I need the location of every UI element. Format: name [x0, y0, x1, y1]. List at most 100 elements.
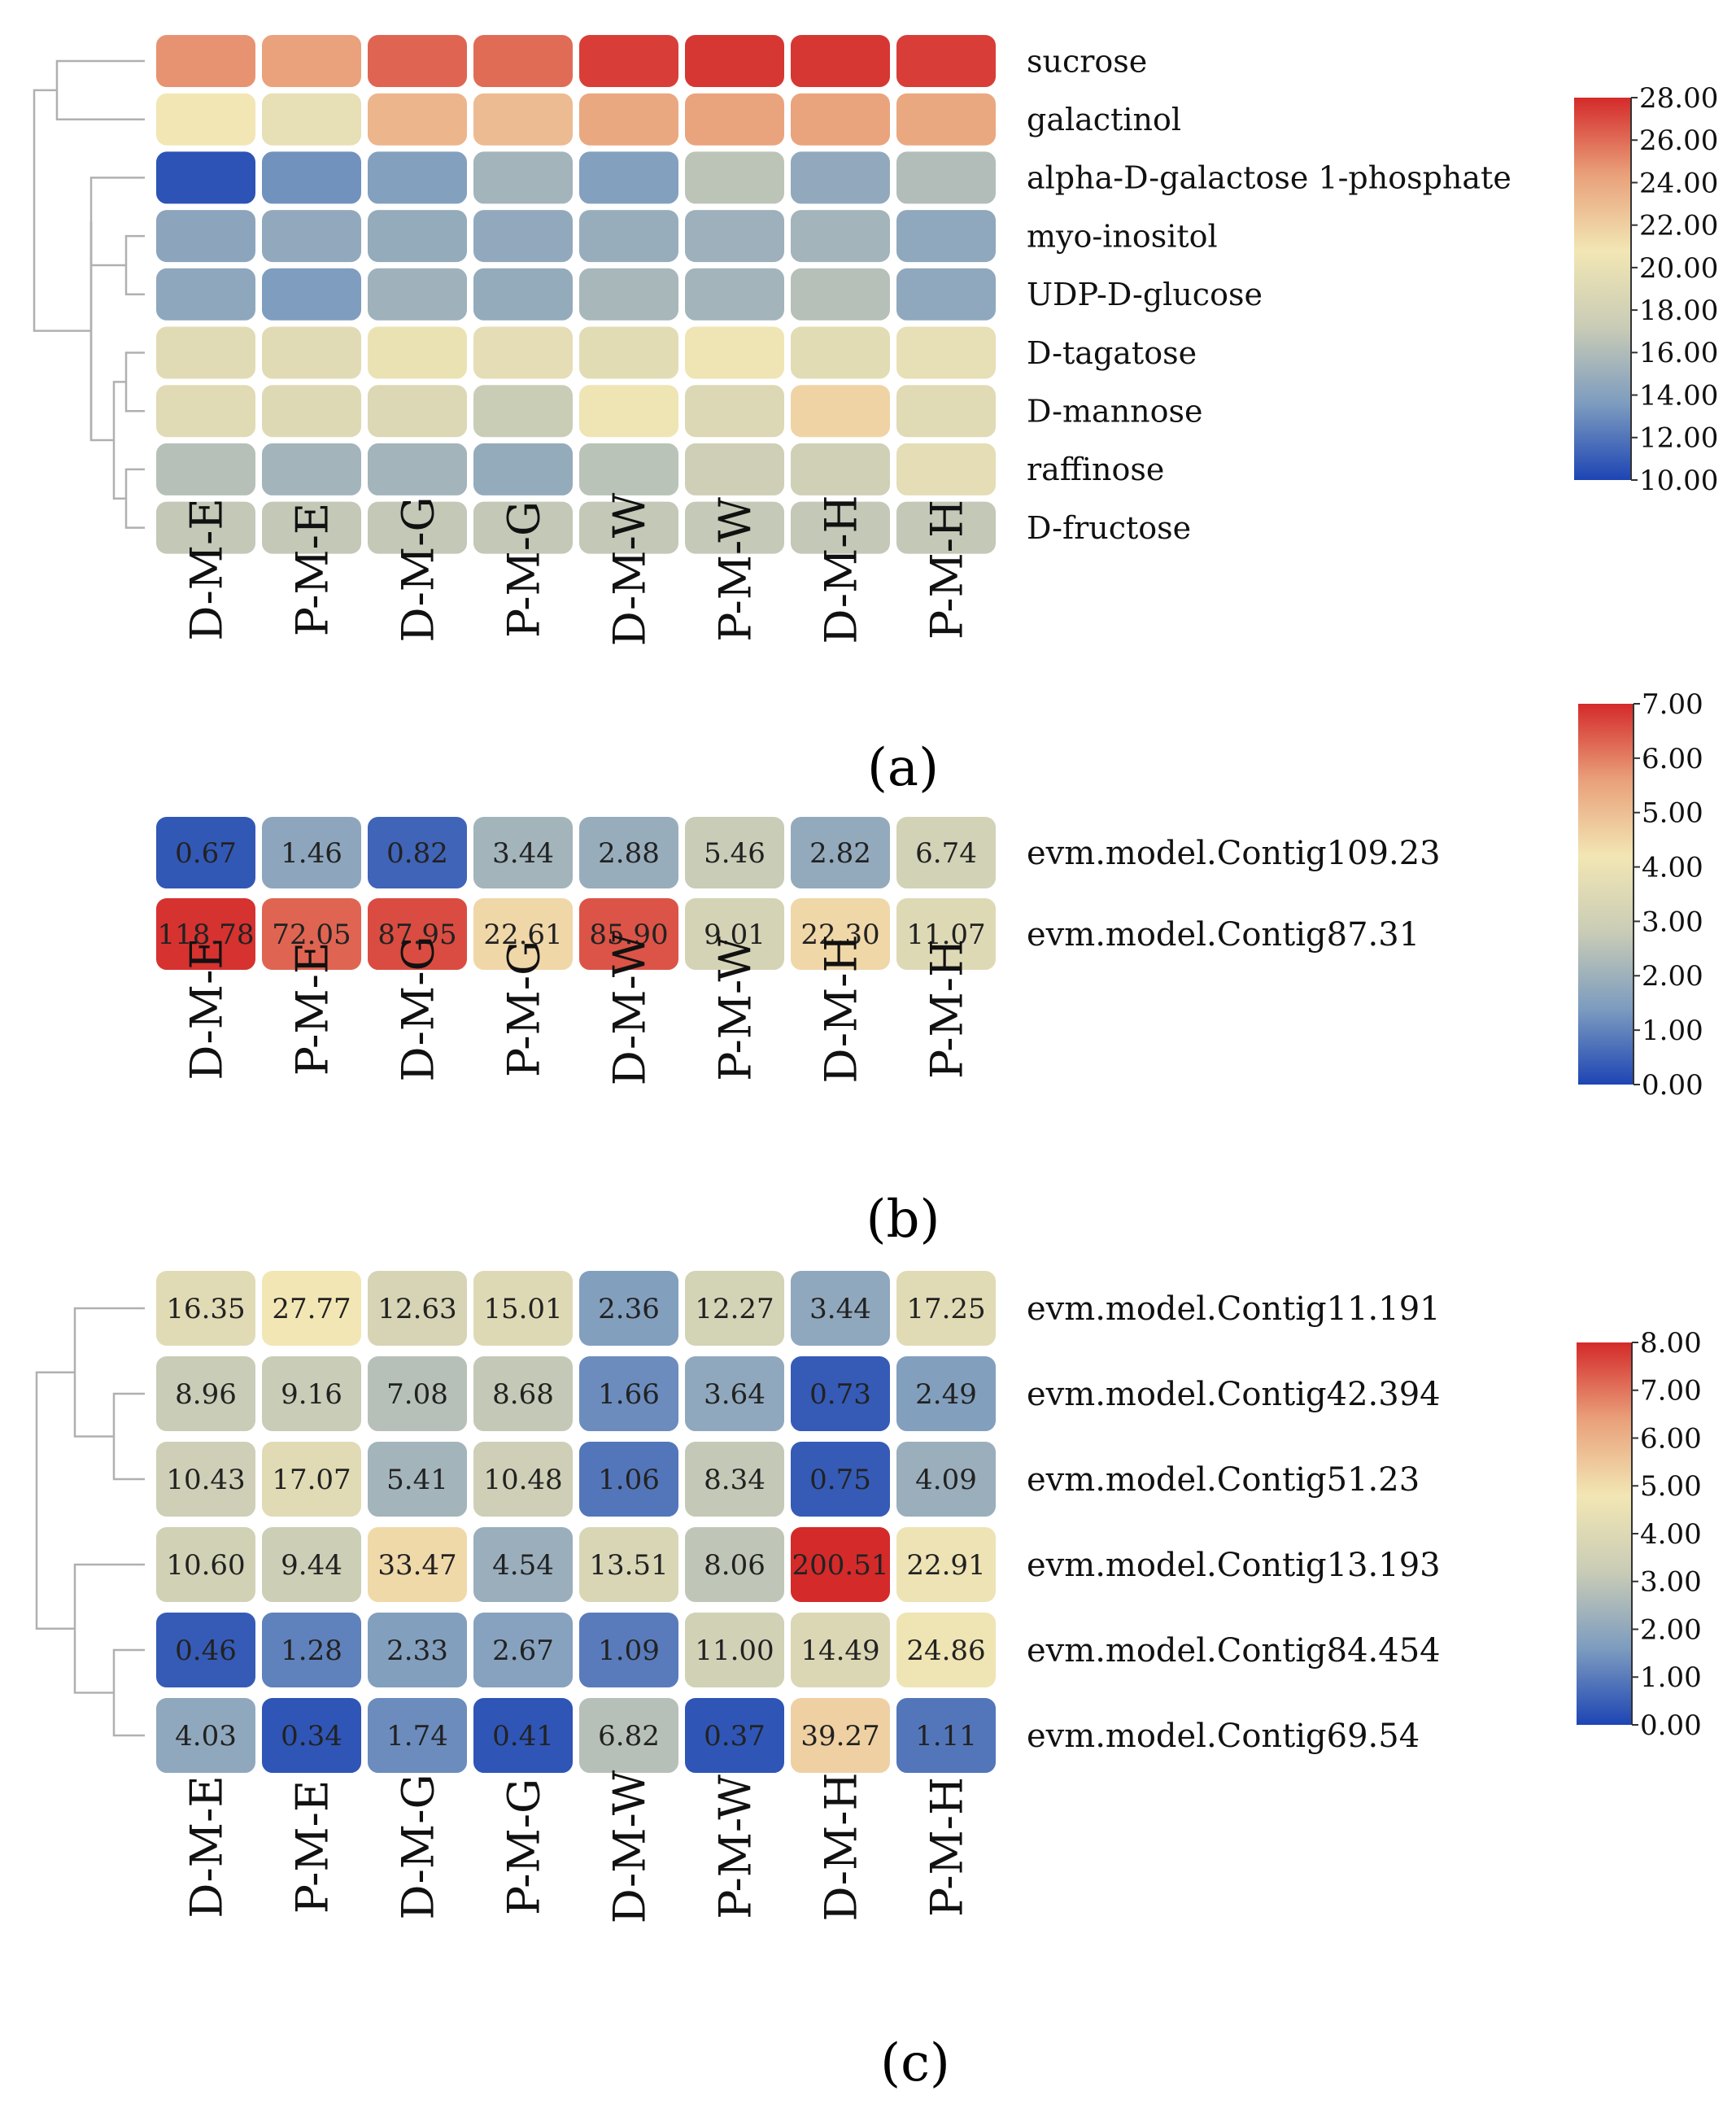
heatmap-cell [472, 500, 574, 556]
heatmap-cell [366, 383, 469, 439]
heatmap-cell [366, 150, 469, 206]
heatmap-cell [260, 1440, 363, 1518]
column-label: P-M-H [921, 939, 972, 1079]
row-label: evm.model.Contig13.193 [1027, 1547, 1441, 1584]
heatmap-cell [895, 266, 997, 322]
dendrogram-branch [73, 1307, 145, 1438]
colorbar-tick-label: 7.00 [1642, 688, 1703, 721]
colorbar-tick-label: 3.00 [1640, 1566, 1702, 1599]
colorbar-tick-label: 8.00 [1640, 1327, 1702, 1360]
heatmap-cell [155, 1440, 257, 1518]
heatmap-cell [895, 897, 997, 971]
heatmap-cell [155, 815, 257, 890]
cell-value-label: 10.43 [166, 1464, 245, 1496]
column-label: P-M-G [498, 941, 549, 1077]
heatmap-cell [578, 897, 680, 971]
heatmap-cell [789, 91, 892, 147]
heatmap-cell [683, 1440, 786, 1518]
cell-value-label: 10.48 [483, 1464, 562, 1496]
cell-value-label: 4.03 [175, 1720, 237, 1753]
cell-value-label: 3.64 [704, 1378, 765, 1411]
heatmap-cell [155, 1526, 257, 1604]
row-label: galactinol [1027, 102, 1181, 138]
cell-value-label: 11.00 [695, 1635, 774, 1667]
heatmap-cell [472, 1526, 574, 1604]
row-label: evm.model.Contig11.191 [1027, 1290, 1441, 1328]
cell-value-label: 8.34 [704, 1464, 765, 1496]
heatmap-cell [578, 208, 680, 264]
heatmap-cell [789, 1440, 892, 1518]
cell-value-label: 6.82 [598, 1720, 660, 1753]
dendrogram-branch [112, 1648, 145, 1737]
dendrogram-branch [124, 234, 145, 296]
cell-value-label: 13.51 [589, 1549, 668, 1582]
cell-value-label: 3.44 [809, 1293, 871, 1325]
cell-value-label: 16.35 [166, 1293, 245, 1325]
row-label: alpha-D-galactose 1-phosphate [1027, 160, 1511, 196]
dendrogram-branch [124, 468, 145, 529]
colorbar-tick-label: 12.00 [1639, 422, 1718, 455]
row-label: evm.model.Contig69.54 [1027, 1718, 1420, 1755]
heatmap-cell [683, 1611, 786, 1689]
column-label: D-M-G [392, 936, 443, 1081]
heatmap-cell [578, 1355, 680, 1433]
heatmap-cell [260, 325, 363, 381]
cell-value-label: 17.07 [272, 1464, 351, 1496]
heatmap-cell [683, 325, 786, 381]
column-label: P-M-W [709, 936, 761, 1081]
cell-value-label: 15.01 [483, 1293, 562, 1325]
colorbar-tick-label: 20.00 [1639, 252, 1718, 285]
row-label: evm.model.Contig51.23 [1027, 1461, 1420, 1499]
colorbar-tick-label: 6.00 [1642, 743, 1703, 775]
heatmap-cell [578, 91, 680, 147]
row-label: D-mannose [1027, 394, 1203, 430]
cell-value-label: 1.06 [598, 1464, 660, 1496]
heatmap-cell [895, 325, 997, 381]
heatmap-cell [895, 383, 997, 439]
cell-value-label: 1.09 [598, 1635, 660, 1667]
heatmap-cell [155, 441, 257, 497]
heatmap-cell [472, 1355, 574, 1433]
colorbar-tick-label: 28.00 [1639, 82, 1718, 115]
heatmap-cell [366, 91, 469, 147]
cell-value-label: 0.82 [386, 837, 448, 870]
heatmap-cell [366, 441, 469, 497]
cell-value-label: 11.07 [906, 919, 985, 951]
cell-value-label: 2.49 [915, 1378, 977, 1411]
heatmap-cell [472, 1440, 574, 1518]
column-label: P-M-H [921, 1777, 972, 1917]
cell-value-label: 118.78 [158, 919, 255, 951]
cell-value-label: 6.74 [915, 837, 977, 870]
heatmap-cell [260, 150, 363, 206]
heatmap-cell [789, 208, 892, 264]
cell-value-label: 0.73 [809, 1378, 871, 1411]
heatmap-cell [683, 441, 786, 497]
cell-value-label: 14.49 [800, 1635, 879, 1667]
heatmap-cell [683, 1696, 786, 1774]
heatmap-cell [155, 1696, 257, 1774]
heatmap-cell [260, 383, 363, 439]
heatmap-cell [578, 150, 680, 206]
heatmap-cell [895, 1696, 997, 1774]
heatmap-cell [683, 1355, 786, 1433]
heatmap-cell [260, 897, 363, 971]
row-label: sucrose [1027, 43, 1147, 79]
column-label: P-M-W [709, 497, 761, 642]
heatmap-cell [155, 150, 257, 206]
colorbar-tick-label: 16.00 [1639, 337, 1718, 369]
column-label: D-M-E [181, 937, 232, 1080]
column-label: D-M-H [815, 934, 866, 1083]
colorbar-tick-label: 18.00 [1639, 295, 1718, 327]
heatmap-cell [366, 897, 469, 971]
cell-value-label: 0.75 [809, 1464, 871, 1496]
column-label: D-M-W [604, 492, 655, 646]
colorbar [1577, 1342, 1632, 1725]
heatmap-cell [683, 500, 786, 556]
row-label: evm.model.Contig87.31 [1027, 916, 1420, 954]
heatmap-cell [472, 266, 574, 322]
colorbar-tick-label: 14.00 [1639, 379, 1718, 412]
heatmap-cell [366, 500, 469, 556]
cell-value-label: 27.77 [272, 1293, 351, 1325]
cell-value-label: 1.28 [281, 1635, 342, 1667]
